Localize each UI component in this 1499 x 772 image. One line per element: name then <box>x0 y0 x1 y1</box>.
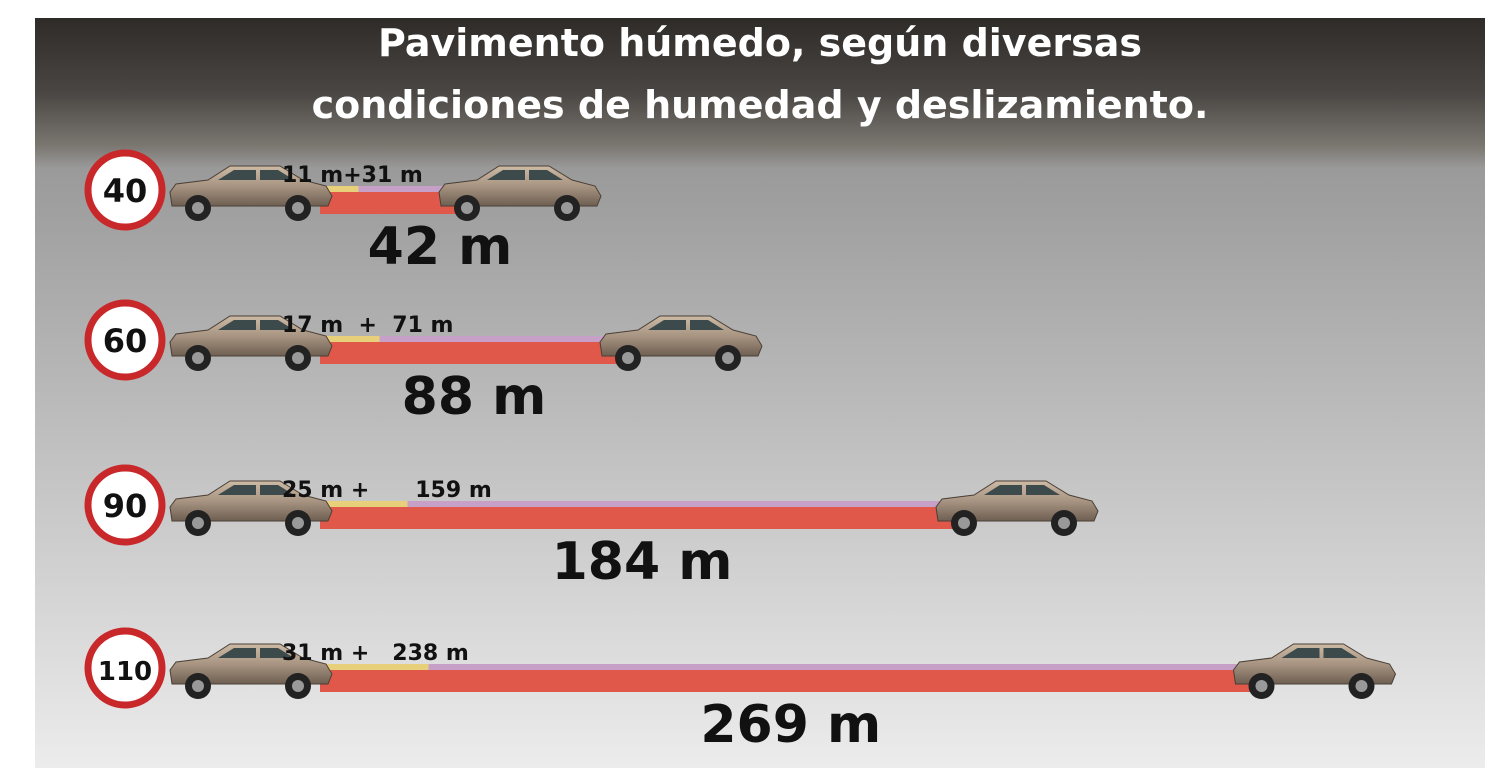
title-line: Pavimento húmedo, según diversas <box>378 21 1142 65</box>
hubcap <box>622 352 634 364</box>
hubcap <box>292 352 304 364</box>
total-bar <box>320 342 628 364</box>
speed-label: 110 <box>98 657 152 687</box>
hubcap <box>292 680 304 692</box>
speed-label: 60 <box>103 322 148 360</box>
title-line: condiciones de humedad y deslizamiento. <box>312 83 1209 127</box>
hubcap <box>722 352 734 364</box>
hubcap <box>292 202 304 214</box>
parts-label: 11 m+31 m <box>282 163 423 188</box>
hubcap <box>192 352 204 364</box>
total-label: 42 m <box>368 217 513 277</box>
hubcap <box>192 202 204 214</box>
hubcap <box>1058 517 1070 529</box>
total-label: 184 m <box>552 532 733 592</box>
hubcap <box>561 202 573 214</box>
hubcap <box>1356 680 1368 692</box>
total-bar <box>320 670 1262 692</box>
braking-bar <box>429 664 1262 670</box>
hubcap <box>461 202 473 214</box>
hubcap <box>958 517 970 529</box>
infographic: Pavimento húmedo, según diversas condici… <box>0 0 1499 768</box>
speed-label: 90 <box>103 487 148 525</box>
speed-label: 40 <box>103 172 148 210</box>
hubcap <box>192 517 204 529</box>
total-label: 88 m <box>402 367 547 427</box>
total-bar <box>320 507 964 529</box>
hubcap <box>192 680 204 692</box>
total-label: 269 m <box>700 695 881 755</box>
page: Pavimento húmedo, según diversas condici… <box>0 0 1499 768</box>
hubcap <box>292 517 304 529</box>
parts-label: 17 m + 71 m <box>282 313 453 338</box>
hubcap <box>1256 680 1268 692</box>
parts-label: 25 m + 159 m <box>282 478 492 503</box>
parts-label: 31 m + 238 m <box>282 641 469 666</box>
